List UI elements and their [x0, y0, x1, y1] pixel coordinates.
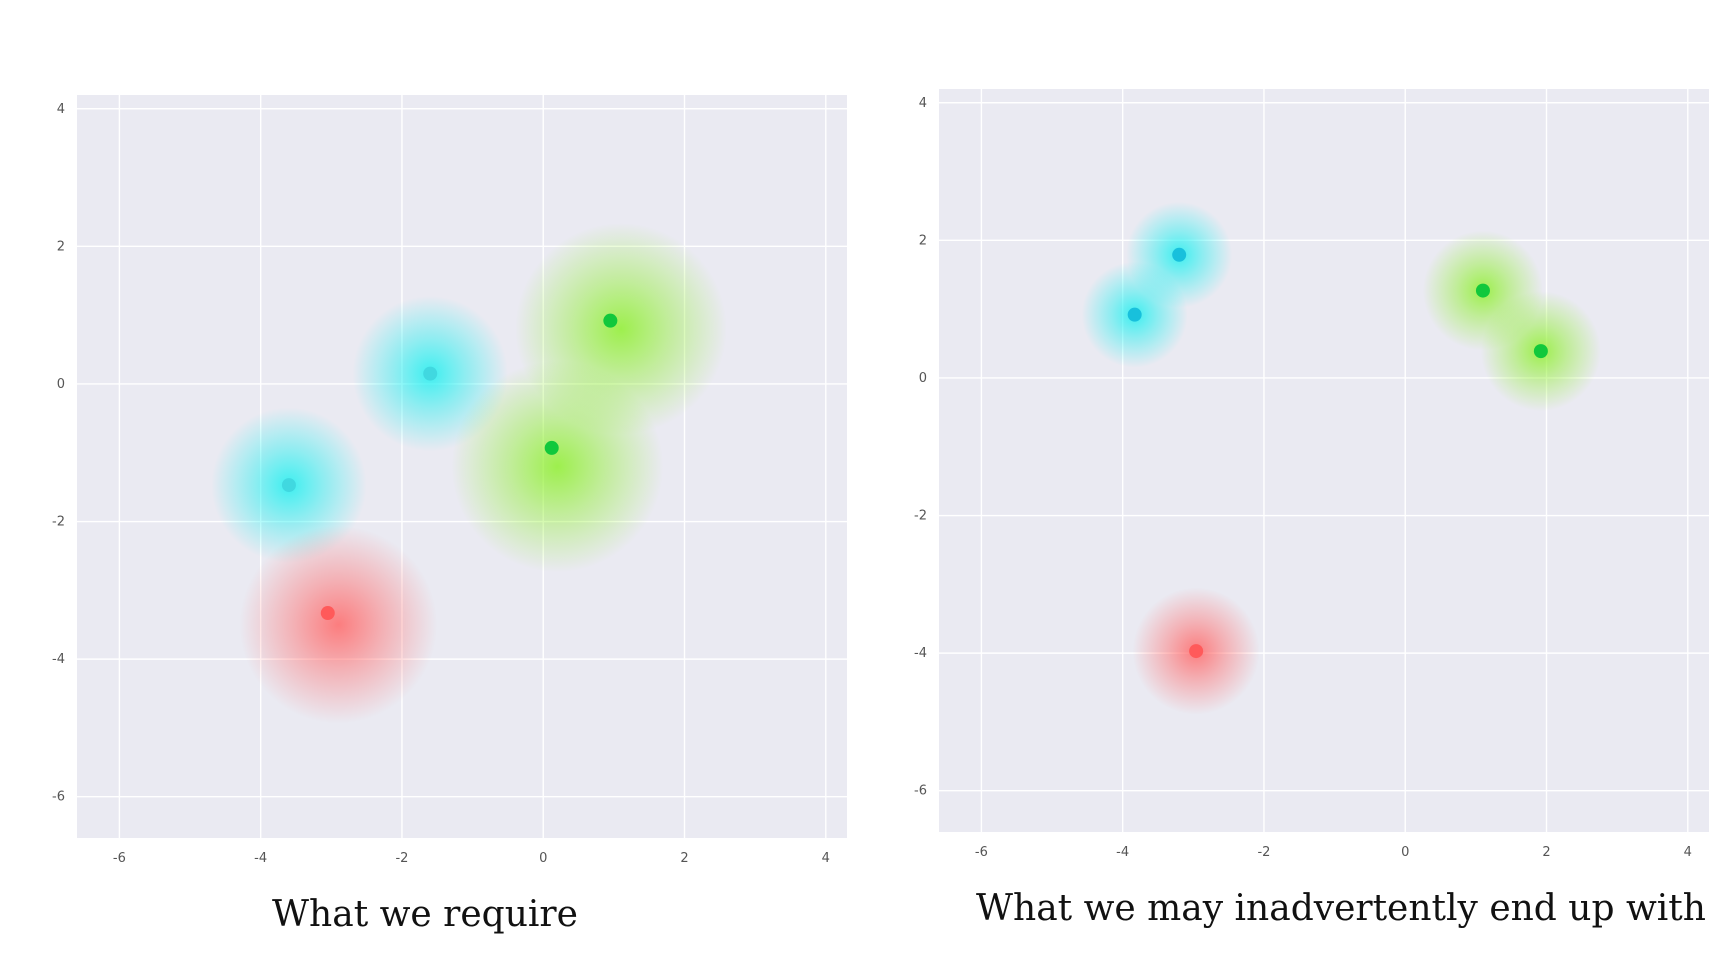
y-tick-label: 0	[57, 377, 65, 392]
data-point	[544, 440, 559, 455]
y-ticks-left: 4 2 0 -2 -4 -6	[52, 102, 65, 805]
x-tick-label: -6	[975, 845, 988, 860]
density-glow	[451, 360, 664, 573]
y-tick-label: 0	[919, 371, 927, 386]
x-tick-label: 0	[539, 851, 547, 866]
x-tick-label: -4	[254, 851, 267, 866]
density-glow	[239, 525, 438, 724]
data-point	[1189, 644, 1204, 659]
y-tick-label: -2	[52, 515, 65, 530]
data-point	[423, 366, 438, 381]
data-point	[1475, 283, 1490, 298]
data-point	[603, 313, 618, 328]
y-tick-label: -6	[52, 790, 65, 805]
x-tick-label: -2	[1257, 845, 1270, 860]
y-tick-label: -4	[52, 652, 65, 667]
y-tick-label: -6	[914, 784, 927, 799]
x-tick-label: 0	[1401, 845, 1409, 860]
data-points-left	[281, 313, 618, 621]
x-tick-label: -6	[113, 851, 126, 866]
y-tick-label: 4	[57, 102, 65, 117]
x-tick-label: 2	[1542, 845, 1550, 860]
x-ticks-right: -6 -4 -2 0 2 4	[975, 845, 1692, 860]
data-point	[281, 478, 296, 493]
data-points-right	[1127, 247, 1548, 659]
data-point	[1172, 247, 1187, 262]
data-point	[1127, 307, 1142, 322]
x-tick-label: 4	[822, 851, 830, 866]
y-tick-label: 2	[57, 239, 65, 254]
left-scatter-plot: -6 -4 -2 0 2 4 4 2 0 -2 -4 -6	[52, 95, 847, 866]
data-point	[320, 606, 335, 621]
right-scatter-plot: -6 -4 -2 0 2 4 4 2 0 -2 -4 -6	[914, 89, 1709, 860]
caption-left: What we require	[272, 894, 578, 935]
data-point	[1533, 344, 1548, 359]
y-tick-label: -4	[914, 646, 927, 661]
y-ticks-right: 4 2 0 -2 -4 -6	[914, 96, 927, 799]
grid-right	[939, 89, 1709, 832]
x-tick-label: -2	[395, 851, 408, 866]
x-tick-label: 4	[1684, 845, 1692, 860]
y-tick-label: 4	[919, 96, 927, 111]
caption-right: What we may inadvertently end up with	[976, 888, 1706, 929]
x-tick-label: 2	[680, 851, 688, 866]
density-glows-left	[211, 222, 727, 724]
x-tick-label: -4	[1116, 845, 1129, 860]
x-ticks-left: -6 -4 -2 0 2 4	[113, 851, 830, 866]
y-tick-label: -2	[914, 509, 927, 524]
y-tick-label: 2	[919, 233, 927, 248]
plot-area-right	[939, 89, 1709, 832]
